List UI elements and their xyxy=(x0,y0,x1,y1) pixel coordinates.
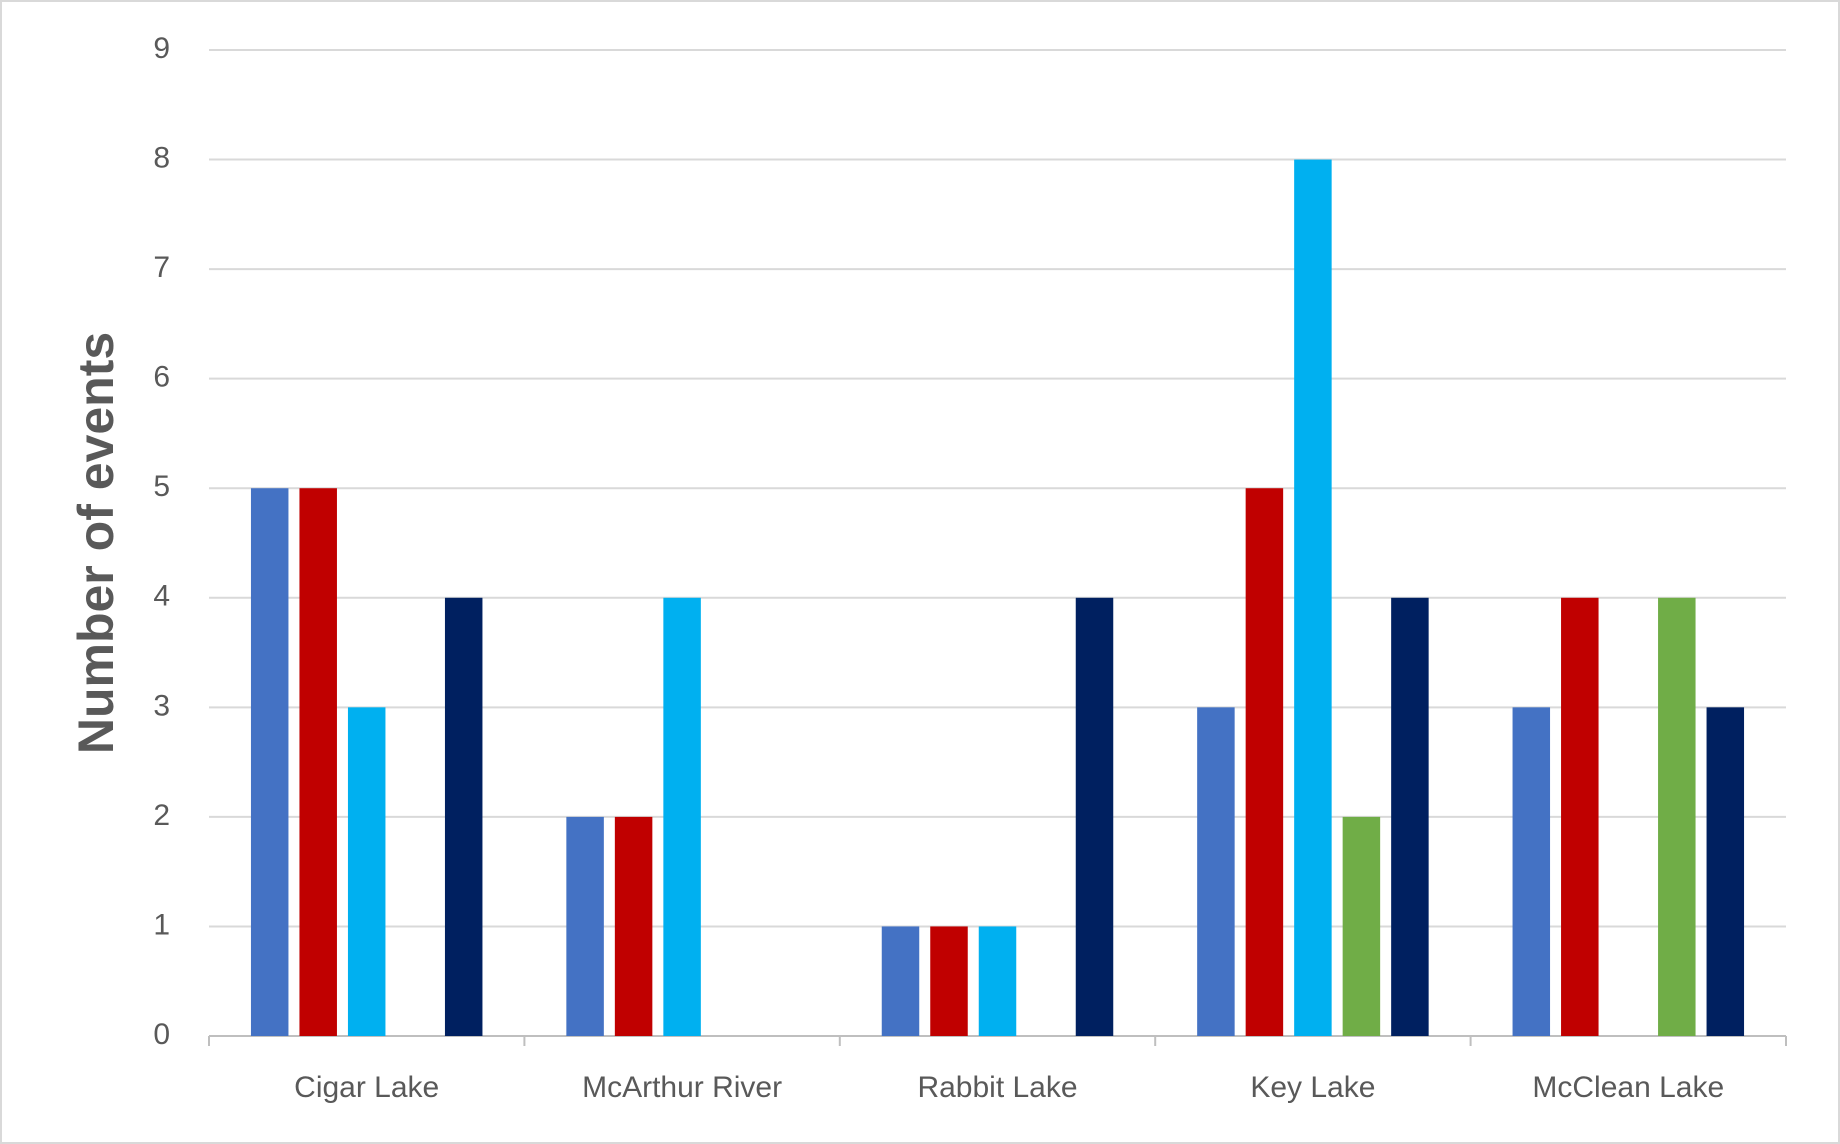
bar xyxy=(881,926,920,1036)
y-tick-label: 8 xyxy=(153,141,170,174)
bar xyxy=(614,816,653,1036)
bar xyxy=(1512,707,1551,1036)
y-tick-label: 9 xyxy=(153,32,170,65)
bar xyxy=(1342,816,1381,1036)
y-tick-label: 7 xyxy=(153,251,170,284)
y-tick-label: 6 xyxy=(153,361,170,394)
bar xyxy=(347,707,386,1036)
y-tick-label: 0 xyxy=(153,1018,170,1051)
bar xyxy=(299,488,337,1036)
bar xyxy=(250,488,289,1036)
x-tick-label: McClean Lake xyxy=(1532,1071,1724,1104)
y-tick-label: 2 xyxy=(153,799,170,832)
bar xyxy=(663,597,701,1036)
bar xyxy=(1658,597,1696,1036)
bar xyxy=(1391,597,1429,1036)
bar xyxy=(444,597,483,1036)
bar xyxy=(1245,488,1284,1036)
y-tick-label: 5 xyxy=(153,470,170,503)
y-tick-label: 4 xyxy=(153,580,170,613)
bar xyxy=(1561,597,1599,1036)
bar xyxy=(1294,159,1332,1037)
bar xyxy=(978,926,1017,1036)
x-tick-label: Cigar Lake xyxy=(294,1071,439,1104)
y-tick-label: 1 xyxy=(153,908,170,941)
bar xyxy=(1197,707,1235,1036)
bar xyxy=(1075,597,1114,1036)
y-axis-label: Number of events xyxy=(68,332,124,754)
bar xyxy=(566,816,604,1036)
bar xyxy=(930,926,968,1036)
x-tick-label: Key Lake xyxy=(1250,1071,1375,1104)
x-tick-label: Rabbit Lake xyxy=(917,1071,1077,1104)
y-tick-label: 3 xyxy=(153,689,170,722)
x-tick-label: McArthur River xyxy=(582,1071,782,1104)
bar xyxy=(1706,707,1745,1036)
